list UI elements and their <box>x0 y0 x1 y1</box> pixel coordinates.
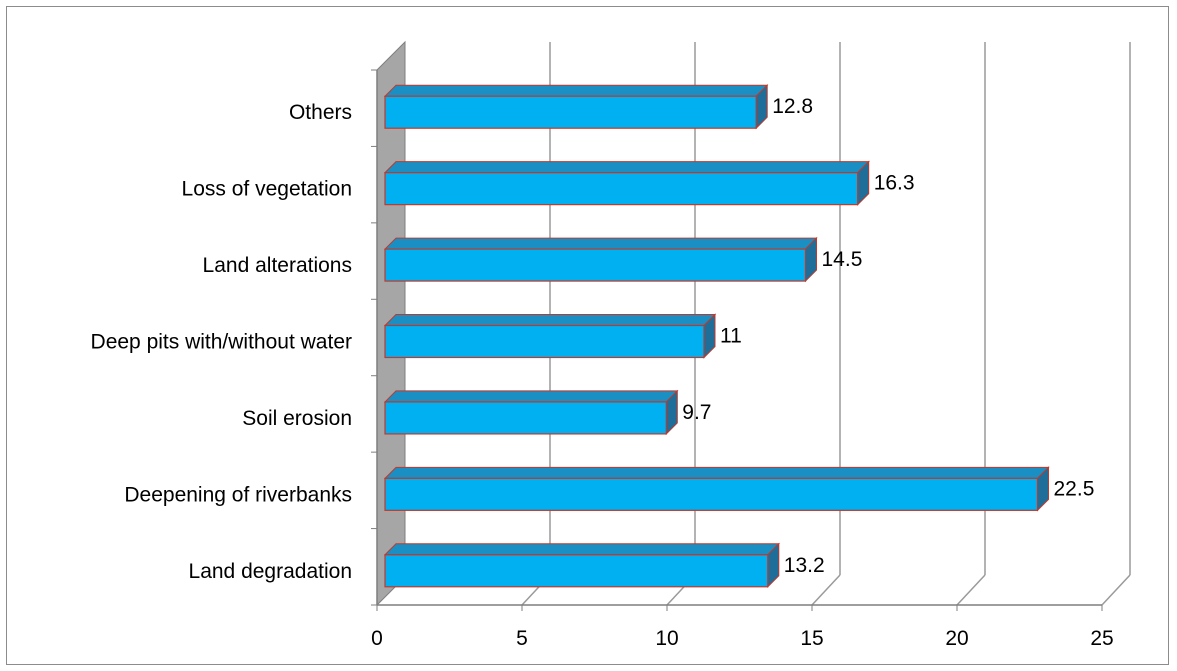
data-label: 16.3 <box>874 172 915 195</box>
category-label: Deepening of riverbanks <box>124 483 352 506</box>
bar <box>383 84 769 130</box>
category-label: Deep pits with/without water <box>91 331 352 354</box>
bar <box>383 160 870 206</box>
category-label: Land alterations <box>203 254 352 277</box>
data-label: 11 <box>720 325 742 348</box>
bar-series <box>383 84 1050 588</box>
x-tick-label: 25 <box>1090 627 1113 650</box>
data-label: 12.8 <box>772 95 813 118</box>
category-label: Loss of vegetation <box>182 178 352 201</box>
bar-front-face <box>384 248 807 282</box>
bar-top-face <box>383 84 769 97</box>
bar-top-face <box>383 390 679 403</box>
bar <box>383 313 717 359</box>
bar-front-face <box>384 172 859 206</box>
floor-gridline <box>811 574 841 606</box>
bar-top-face <box>383 237 818 250</box>
floor-gridline <box>1101 574 1131 606</box>
x-tick-label: 0 <box>371 627 383 650</box>
bar-front-face <box>384 401 667 435</box>
x-tick-label: 5 <box>516 627 528 650</box>
category-label: Soil erosion <box>242 407 352 430</box>
bar-front-face <box>384 477 1039 511</box>
data-label: 9.7 <box>682 401 711 424</box>
bar <box>383 466 1050 512</box>
bar <box>383 542 781 588</box>
data-label: 14.5 <box>822 248 863 271</box>
data-label: 22.5 <box>1054 477 1095 500</box>
bar-top-face <box>383 161 870 174</box>
data-label: 13.2 <box>784 554 825 577</box>
bar <box>383 236 818 283</box>
x-tick-labels: 0 5 10 15 20 25 <box>371 627 1114 650</box>
x-tick-label: 15 <box>800 627 823 650</box>
data-labels: 13.2 22.5 9.7 11 14.5 16.3 12.8 <box>682 95 1094 577</box>
y-axis <box>371 69 1102 606</box>
category-label: Land degradation <box>189 560 352 583</box>
bar-front-face <box>384 324 705 359</box>
bar-front-face <box>384 554 769 588</box>
category-label: Others <box>289 101 352 124</box>
bar <box>383 389 679 436</box>
x-tick-label: 20 <box>945 627 968 650</box>
bar-top-face <box>383 314 717 326</box>
category-labels: Land degradation Deepening of riverbanks S… <box>91 101 352 583</box>
x-tick-label: 10 <box>655 627 678 650</box>
bar-front-face <box>384 95 757 129</box>
bar-top-face <box>383 543 781 556</box>
bar-top-face <box>383 466 1050 479</box>
floor-gridline <box>956 574 986 606</box>
